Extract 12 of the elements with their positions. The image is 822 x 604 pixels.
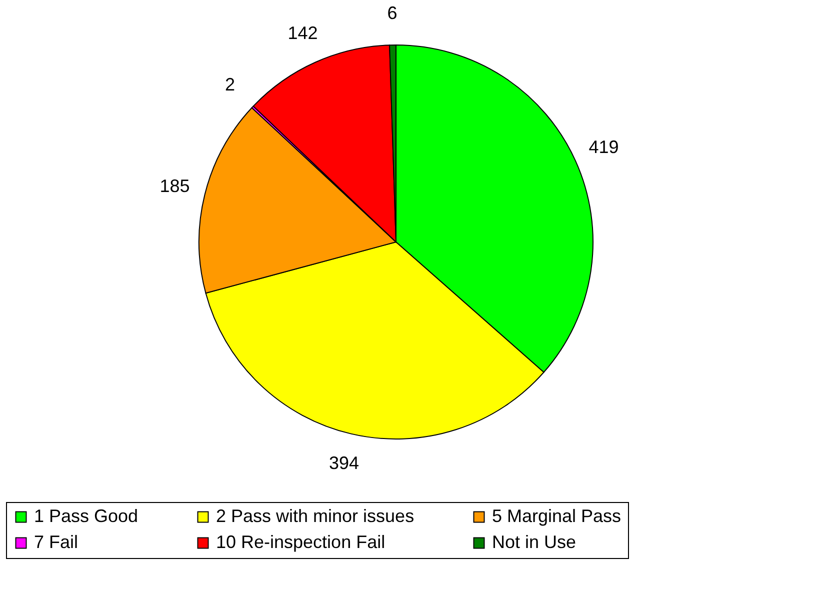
legend-label: 10 Re-inspection Fail [216, 532, 386, 552]
data-label: 394 [329, 453, 360, 474]
legend-label: Not in Use [492, 532, 576, 552]
data-label: 6 [387, 3, 398, 24]
legend-label: 7 Fail [34, 532, 78, 552]
data-label: 419 [588, 137, 619, 158]
data-label: 185 [160, 176, 190, 196]
data-label: 2 [224, 74, 236, 95]
data-label: 142 [288, 22, 318, 43]
legend-label: 5 Marginal Pass [492, 506, 622, 526]
legend-label: 1 Pass Good [34, 506, 138, 526]
legend-label: 2 Pass with minor issues [216, 506, 414, 526]
